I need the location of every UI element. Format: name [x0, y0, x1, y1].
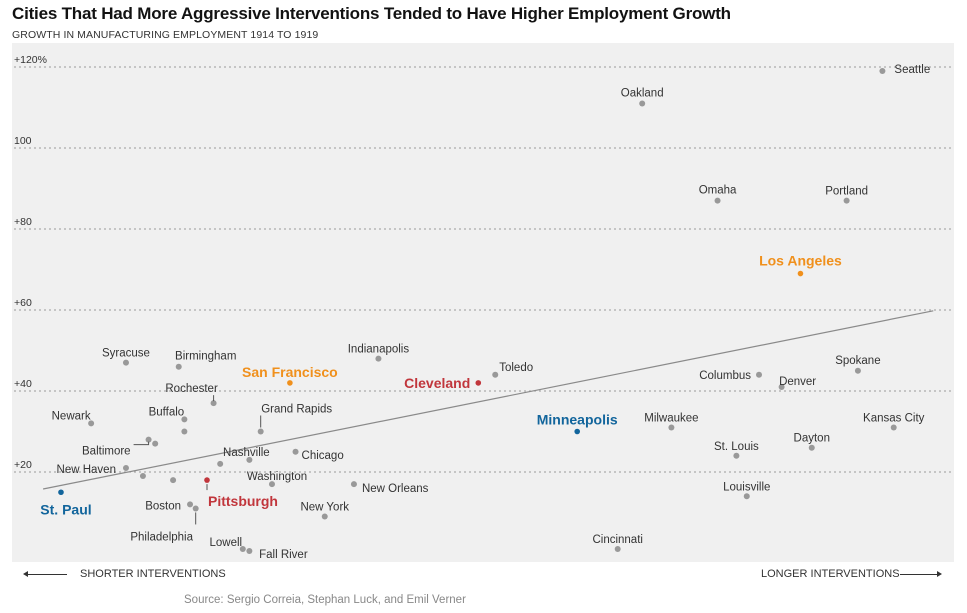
data-point — [879, 68, 886, 75]
point-label: Buffalo — [149, 406, 185, 418]
data-point — [574, 428, 580, 435]
point-label: Baltimore — [82, 446, 131, 458]
point-label: Pittsburgh — [208, 493, 278, 509]
y-tick-label: +80 — [14, 216, 32, 228]
data-point — [292, 448, 299, 455]
data-point — [175, 363, 182, 370]
source-note: Source: Sergio Correia, Stephan Luck, an… — [184, 594, 466, 606]
point-label: Minneapolis — [537, 412, 618, 428]
data-point — [257, 428, 264, 435]
point-label: Denver — [779, 376, 816, 388]
point-label: Oakland — [621, 87, 664, 99]
point-label: Dayton — [794, 433, 830, 445]
point-label: Newark — [52, 410, 91, 422]
data-point — [268, 481, 275, 488]
data-point — [614, 545, 621, 552]
point-label: Toledo — [499, 362, 533, 374]
point-label: New Haven — [57, 464, 116, 476]
data-point — [204, 477, 210, 483]
y-tick-label: +120% — [14, 54, 47, 66]
point-label: Cincinnati — [592, 534, 643, 546]
data-point — [192, 505, 199, 512]
data-point — [145, 436, 152, 443]
data-point — [88, 420, 95, 427]
data-point — [890, 424, 897, 431]
point-label: Indianapolis — [348, 344, 410, 356]
y-tick-label: +20 — [14, 459, 32, 471]
data-point — [756, 371, 763, 378]
point-label: St. Paul — [40, 501, 91, 517]
x-axis-label-left: SHORTER INTERVENTIONS — [80, 568, 226, 580]
point-label: Lowell — [209, 537, 242, 549]
y-tick-label: +60 — [14, 297, 32, 309]
point-label: New Orleans — [362, 483, 429, 495]
data-point — [743, 493, 750, 500]
data-point — [854, 367, 861, 374]
chart-subtitle: GROWTH IN MANUFACTURING EMPLOYMENT 1914 … — [12, 29, 319, 41]
data-point — [808, 444, 815, 451]
data-point — [375, 355, 382, 362]
plot-area — [12, 43, 954, 562]
point-label: St. Louis — [714, 441, 759, 453]
point-label: San Francisco — [242, 364, 338, 380]
data-point — [321, 513, 328, 520]
data-point — [492, 371, 499, 378]
trend-line — [42, 310, 934, 490]
point-label: Louisville — [723, 481, 770, 493]
data-point — [475, 380, 482, 386]
data-point — [152, 440, 159, 447]
point-label: Omaha — [699, 185, 737, 197]
point-label: Seattle — [894, 64, 930, 76]
data-point — [122, 464, 129, 471]
point-label: Chicago — [302, 450, 344, 462]
point-label: Cleveland — [404, 375, 470, 391]
point-label: Philadelphia — [130, 531, 193, 543]
data-point — [239, 545, 246, 552]
point-label: Fall River — [259, 549, 308, 561]
point-label: Syracuse — [102, 348, 150, 360]
point-label: Los Angeles — [759, 253, 842, 269]
data-point — [843, 197, 850, 204]
leader-line — [133, 441, 150, 446]
data-point — [170, 477, 177, 484]
point-label: Rochester — [165, 383, 218, 395]
point-label: New York — [300, 502, 349, 514]
data-point — [122, 359, 129, 366]
data-point — [350, 481, 357, 488]
point-label: Spokane — [835, 355, 880, 367]
point-label: Boston — [145, 500, 181, 512]
data-point — [714, 197, 721, 204]
y-tick-label: 100 — [14, 135, 32, 147]
data-point — [639, 100, 646, 107]
data-point — [246, 456, 253, 463]
point-label: Kansas City — [863, 412, 925, 424]
data-point — [139, 473, 146, 480]
point-label: Birmingham — [175, 351, 236, 363]
data-point — [778, 383, 785, 390]
data-point — [797, 270, 804, 277]
data-point — [287, 380, 293, 386]
point-label: Portland — [825, 186, 868, 198]
y-tick-label: +40 — [14, 378, 32, 390]
arrow-left-icon — [23, 571, 67, 577]
data-point — [210, 400, 217, 407]
data-point — [181, 416, 188, 423]
data-point — [181, 428, 188, 435]
point-label: Washington — [247, 471, 307, 483]
point-label: Nashville — [223, 447, 270, 459]
point-label: Grand Rapids — [261, 404, 332, 416]
data-point — [58, 489, 64, 496]
x-axis-label-right: LONGER INTERVENTIONS — [761, 568, 900, 580]
arrow-right-icon — [900, 571, 942, 577]
data-point — [246, 547, 253, 554]
chart-title: Cities That Had More Aggressive Interven… — [12, 4, 731, 23]
data-point — [187, 501, 194, 508]
data-point — [668, 424, 675, 431]
point-label: Columbus — [699, 370, 751, 382]
point-label: Milwaukee — [644, 412, 698, 424]
data-point — [217, 460, 224, 467]
data-point — [733, 452, 740, 459]
